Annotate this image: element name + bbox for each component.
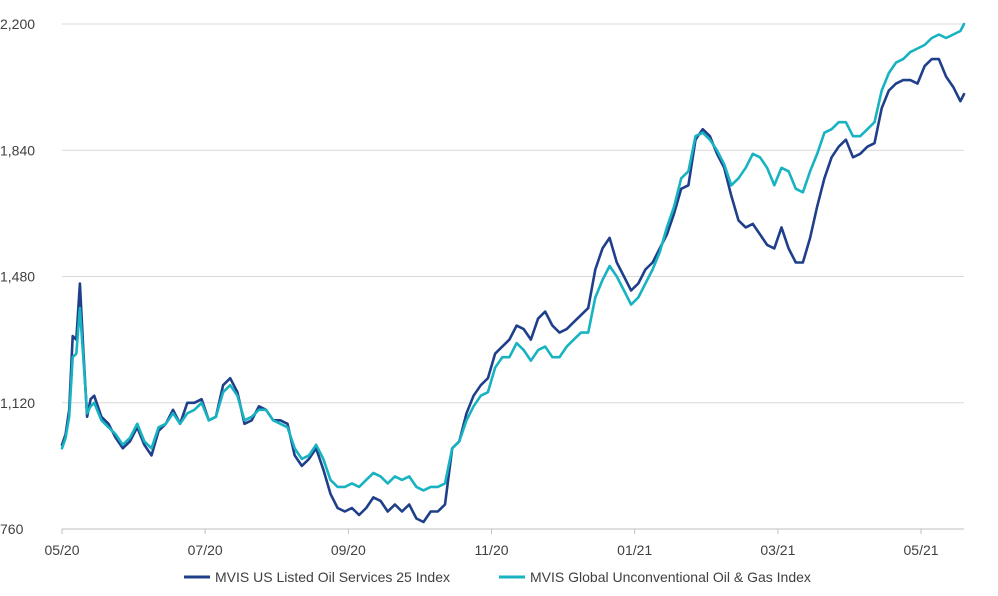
y-tick-label: 1,120 [0,395,35,411]
x-tick-label: 05/21 [904,542,939,558]
x-axis [61,528,964,534]
x-tick-label: 03/21 [760,542,795,558]
x-tick-label: 07/20 [188,542,223,558]
x-tick-label: 05/20 [44,542,79,558]
x-tick-label: 01/21 [617,542,652,558]
legend-label-1: MVIS US Listed Oil Services 25 Index [215,569,450,585]
y-tick-label: 760 [0,521,24,537]
x-axis-tick-labels: 05/20 07/20 09/20 11/20 01/21 03/21 05/21 [44,542,938,558]
y-tick-label: 2,200 [0,16,35,32]
y-tick-label: 1,840 [0,142,35,158]
y-axis-tick-labels: 760 1,120 1,480 1,840 2,200 [0,16,35,537]
series-line-1 [60,57,966,524]
y-tick-label: 1,480 [0,269,35,285]
legend-label-2: MVIS Global Unconventional Oil & Gas Ind… [530,569,811,585]
series-line-2 [60,22,966,492]
gridlines [62,23,964,404]
legend: MVIS US Listed Oil Services 25 Index MVIS… [184,569,811,585]
x-tick-label: 11/20 [475,542,509,558]
x-tick-label: 09/20 [331,542,366,558]
series-lines [60,22,966,524]
